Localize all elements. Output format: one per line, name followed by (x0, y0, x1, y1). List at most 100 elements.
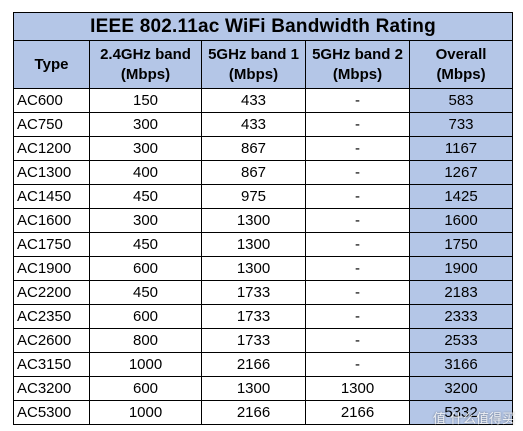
cell-5ghz-2: - (305, 136, 410, 161)
cell-5ghz-1: 433 (201, 88, 306, 113)
cell-5ghz-2: - (305, 112, 410, 137)
cell-5ghz-1: 1733 (201, 328, 306, 353)
table-row: AC2600 800 1733-2533 (13, 328, 514, 353)
cell-5ghz-2: - (305, 88, 410, 113)
cell-type: AC1600 (13, 208, 90, 233)
table-row: AC1300 400 867-1267 (13, 160, 514, 185)
cell-type: AC3150 (13, 352, 90, 377)
cell-24ghz: 800 (89, 328, 202, 353)
cell-type: AC750 (13, 112, 90, 137)
table-row: AC2200 450 1733-2183 (13, 280, 514, 305)
cell-24ghz: 300 (89, 112, 202, 137)
cell-overall: 3200 (408, 376, 514, 401)
cell-24ghz: 1000 (89, 400, 202, 425)
cell-5ghz-1: 975 (201, 184, 306, 209)
cell-5ghz-1: 1733 (201, 280, 306, 305)
cell-5ghz-1: 1733 (201, 304, 306, 329)
cell-type: AC5300 (13, 400, 90, 425)
cell-5ghz-2: - (305, 328, 410, 353)
header-5ghz-1: 5GHz band 1 (Mbps) (201, 40, 306, 89)
cell-24ghz: 600 (89, 376, 202, 401)
header-24ghz-line2: (Mbps) (120, 65, 171, 83)
header-overall-line1: Overall (435, 45, 487, 63)
table-row: AC3200 600 1300 1300 3200 (13, 376, 514, 401)
table-row: AC1600 300 1300-1600 (13, 208, 514, 233)
cell-24ghz: 600 (89, 256, 202, 281)
cell-5ghz-2: - (305, 184, 410, 209)
table-row: AC2350 600 1733-2333 (13, 304, 514, 329)
cell-5ghz-2: 1300 (305, 376, 410, 401)
header-overall-line2: (Mbps) (436, 65, 486, 83)
cell-5ghz-1: 2166 (201, 400, 306, 425)
cell-type: AC2600 (13, 328, 90, 353)
cell-5ghz-1: 2166 (201, 352, 306, 377)
cell-5ghz-2: - (305, 232, 410, 257)
cell-type: AC1750 (13, 232, 90, 257)
cell-5ghz-1: 867 (201, 136, 306, 161)
table-row: AC1750 450 1300-1750 (13, 232, 514, 257)
table-row: AC600 150 433-583 (13, 88, 514, 113)
cell-5ghz-1: 1300 (201, 232, 306, 257)
header-overall: Overall (Mbps) (408, 40, 514, 89)
table-row: AC750 300 433-733 (13, 112, 514, 137)
cell-type: AC1300 (13, 160, 90, 185)
cell-24ghz: 450 (89, 280, 202, 305)
cell-overall: 1425 (408, 184, 514, 209)
cell-24ghz: 400 (89, 160, 202, 185)
header-5ghz-1-line2: (Mbps) (228, 65, 279, 83)
cell-5ghz-2: - (305, 352, 410, 377)
cell-24ghz: 450 (89, 232, 202, 257)
cell-24ghz: 600 (89, 304, 202, 329)
cell-type: AC1900 (13, 256, 90, 281)
cell-overall: 1267 (408, 160, 514, 185)
header-5ghz-2-line1: 5GHz band 2 (312, 45, 403, 63)
bandwidth-table-container: IEEE 802.11ac WiFi Bandwidth Rating Type… (12, 12, 514, 425)
cell-5ghz-1: 867 (201, 160, 306, 185)
cell-overall: 3166 (408, 352, 514, 377)
cell-overall: 5332 (408, 400, 514, 425)
header-5ghz-2: 5GHz band 2 (Mbps) (305, 40, 410, 89)
cell-5ghz-2: - (305, 280, 410, 305)
cell-24ghz: 1000 (89, 352, 202, 377)
cell-overall: 1900 (408, 256, 514, 281)
cell-type: AC2200 (13, 280, 90, 305)
header-5ghz-1-line1: 5GHz band 1 (208, 45, 299, 63)
cell-24ghz: 300 (89, 208, 202, 233)
cell-type: AC1450 (13, 184, 90, 209)
cell-overall: 583 (408, 88, 514, 113)
table-row: AC1900 600 1300-1900 (13, 256, 514, 281)
cell-type: AC600 (13, 88, 90, 113)
cell-5ghz-2: 2166 (305, 400, 410, 425)
header-type: Type (13, 40, 90, 89)
header-24ghz: 2.4GHz band (Mbps) (89, 40, 202, 89)
cell-overall: 1600 (408, 208, 514, 233)
cell-type: AC1200 (13, 136, 90, 161)
cell-5ghz-2: - (305, 160, 410, 185)
table-row: AC1450 450 975-1425 (13, 184, 514, 209)
cell-24ghz: 450 (89, 184, 202, 209)
cell-5ghz-1: 433 (201, 112, 306, 137)
cell-overall: 2183 (408, 280, 514, 305)
header-24ghz-line1: 2.4GHz band (100, 45, 191, 63)
cell-type: AC3200 (13, 376, 90, 401)
cell-overall: 2333 (408, 304, 514, 329)
cell-5ghz-1: 1300 (201, 208, 306, 233)
cell-overall: 733 (408, 112, 514, 137)
cell-type: AC2350 (13, 304, 90, 329)
table-body: AC600 150 433-583 AC750 300 433-733 AC1200 300 8… (13, 88, 514, 425)
cell-overall: 1167 (408, 136, 514, 161)
header-5ghz-2-line2: (Mbps) (332, 65, 383, 83)
cell-5ghz-1: 1300 (201, 256, 306, 281)
cell-overall: 2533 (408, 328, 514, 353)
cell-overall: 1750 (408, 232, 514, 257)
bandwidth-table: IEEE 802.11ac WiFi Bandwidth Rating Type… (12, 12, 514, 425)
cell-5ghz-1: 1300 (201, 376, 306, 401)
cell-5ghz-2: - (305, 256, 410, 281)
cell-5ghz-2: - (305, 304, 410, 329)
table-row: AC3150 1000 2166-3166 (13, 352, 514, 377)
table-row: AC1200 300 867-1167 (13, 136, 514, 161)
cell-24ghz: 300 (89, 136, 202, 161)
cell-5ghz-2: - (305, 208, 410, 233)
cell-24ghz: 150 (89, 88, 202, 113)
table-row: AC5300 1000 2166 2166 5332 (13, 400, 514, 425)
